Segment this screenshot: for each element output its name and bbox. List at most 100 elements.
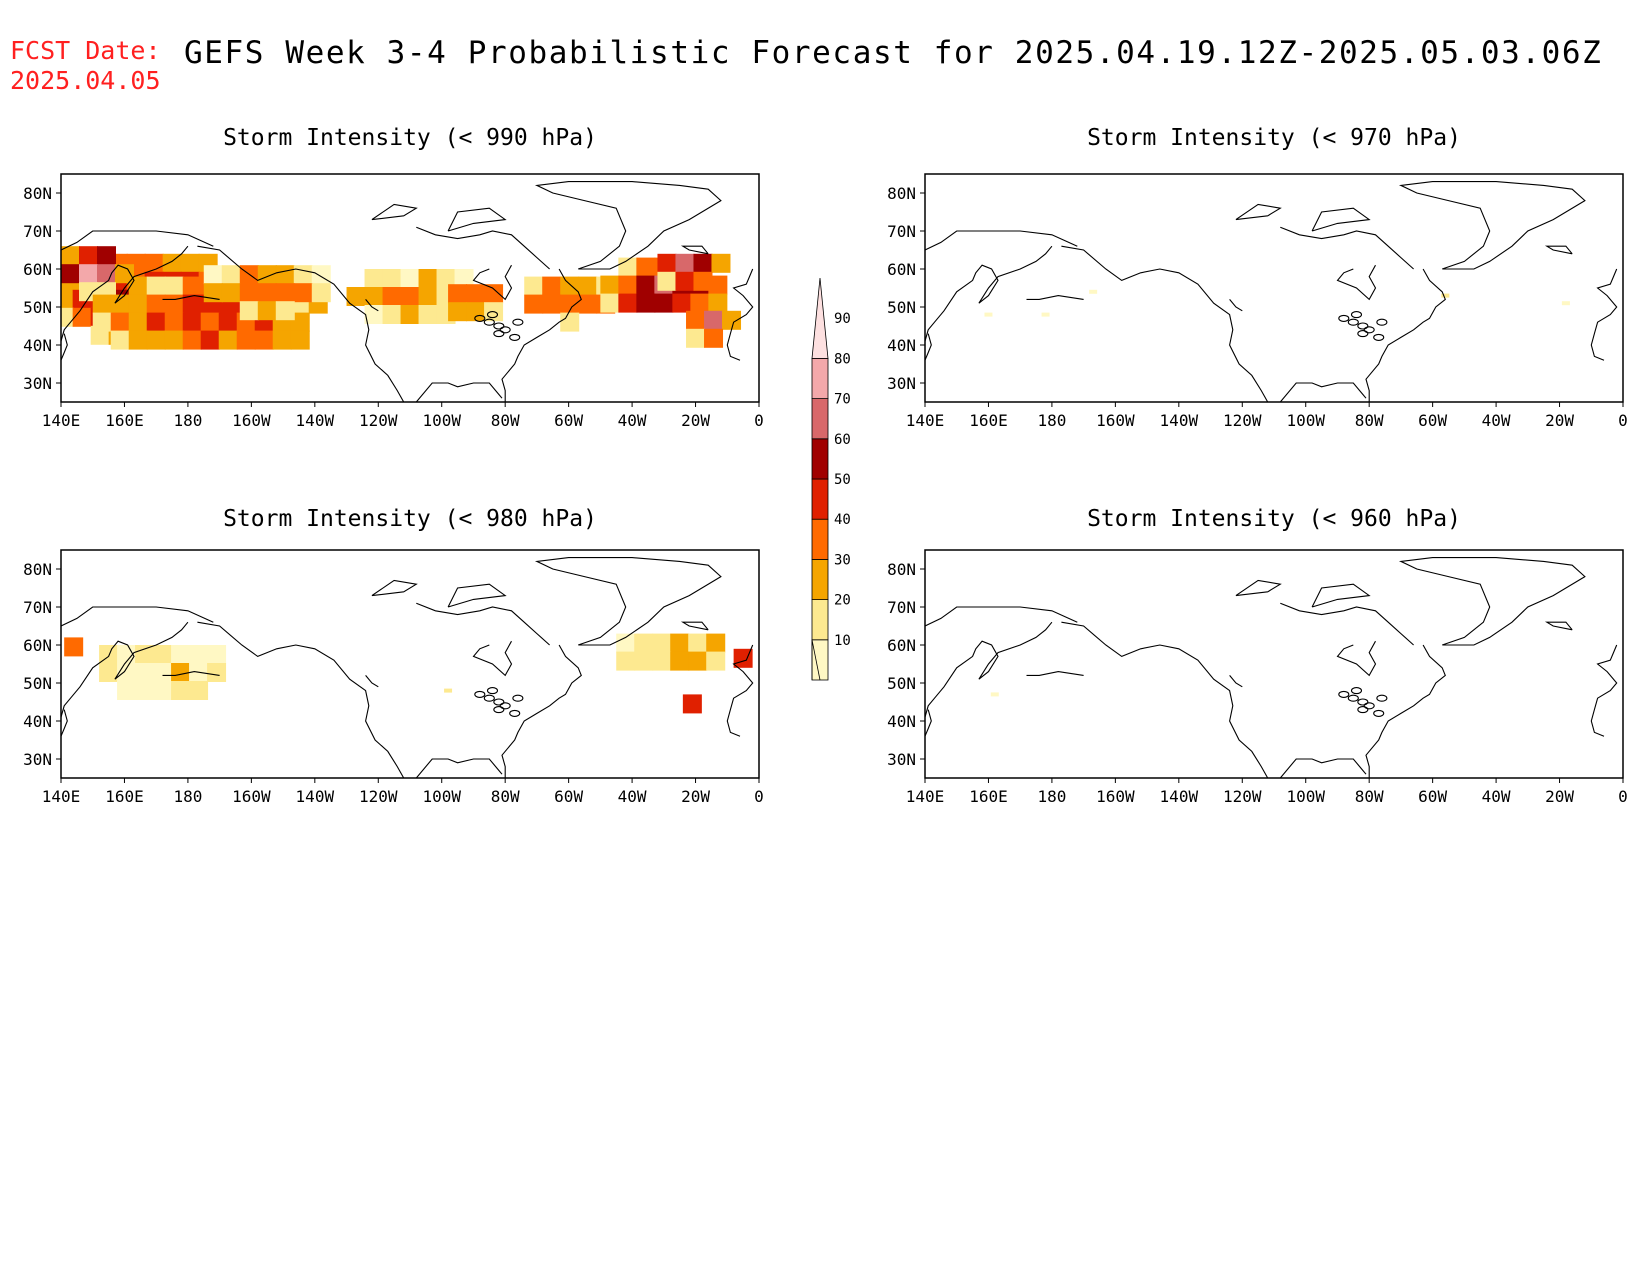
coastline: [197, 621, 405, 778]
probability-cell: [164, 294, 184, 314]
coastline: [162, 671, 220, 676]
coastline: [61, 621, 189, 718]
probability-cell: [164, 330, 184, 350]
colorbar-label: 80: [834, 351, 851, 367]
colorbar-label: 60: [834, 432, 851, 448]
colorbar-label: 30: [834, 552, 851, 568]
lon-label: 60W: [554, 787, 583, 806]
coastline: [501, 644, 582, 778]
probability-cell: [657, 253, 677, 273]
map-frame: [60, 549, 760, 779]
probability-cell: [146, 276, 166, 296]
probability-cell: [153, 663, 173, 682]
probability-cell: [542, 276, 562, 296]
probability-shading: [984, 289, 1570, 317]
probability-cell: [92, 294, 112, 314]
probability-cell: [675, 253, 695, 273]
probability-shading: [990, 692, 999, 697]
probability-cell: [236, 330, 256, 350]
probability-cell: [657, 271, 677, 291]
colorbar-segment: [811, 277, 829, 359]
probability-cell: [444, 688, 453, 693]
probability-cell: [97, 264, 116, 284]
probability-cell: [189, 681, 209, 700]
coastline: [1311, 583, 1371, 608]
probability-cell: [72, 307, 92, 327]
probability-cell: [652, 651, 672, 671]
lake-outline: [486, 687, 499, 695]
probability-cell: [146, 330, 166, 350]
probability-cell: [182, 294, 202, 314]
probability-cell: [560, 294, 580, 314]
lon-label: 180: [1037, 787, 1066, 806]
probability-cell: [61, 264, 80, 284]
lon-label: 80W: [491, 787, 520, 806]
lon-label: 160W: [1096, 411, 1135, 430]
coastline: [680, 621, 709, 631]
probability-cell: [61, 246, 80, 266]
coastline: [925, 230, 1078, 251]
probability-cell: [448, 302, 468, 322]
probability-cell: [436, 269, 456, 288]
coastline: [925, 709, 932, 737]
coastline: [61, 230, 214, 251]
probability-cell: [275, 301, 295, 321]
lake-outline: [499, 326, 511, 334]
probability-cell: [616, 651, 636, 671]
lon-label: 20W: [681, 411, 710, 430]
lat-label: 60N: [23, 636, 52, 655]
probability-cell: [180, 253, 200, 273]
probability-cell: [99, 663, 119, 682]
probability-cell: [257, 301, 277, 321]
coastline: [61, 606, 214, 627]
probability-cell: [682, 694, 702, 714]
lake-outline: [474, 690, 486, 698]
lon-label: 160W: [232, 411, 271, 430]
probability-cell: [182, 312, 202, 332]
probability-cell: [600, 293, 620, 313]
probability-cell: [708, 275, 728, 295]
lon-label: 180: [1037, 411, 1066, 430]
colorbar-segment: [811, 438, 829, 480]
colorbar-segment: [811, 599, 829, 641]
map-frame: [924, 173, 1624, 403]
probability-cell: [688, 651, 708, 671]
probability-cell: [364, 305, 384, 324]
probability-cell: [706, 651, 726, 671]
lake-outline: [512, 318, 524, 326]
lake-outline: [1376, 694, 1388, 702]
probability-cell: [97, 246, 116, 266]
coastline: [472, 640, 513, 677]
probability-cell: [675, 271, 695, 291]
probability-cell: [153, 645, 173, 664]
lon-label: 180: [173, 787, 202, 806]
coastline: [1279, 758, 1367, 778]
probability-cell: [418, 287, 438, 306]
lat-label: 30N: [23, 750, 52, 769]
probability-cell: [704, 310, 724, 330]
probability-cell: [182, 330, 202, 350]
lon-label: 160W: [1096, 787, 1135, 806]
probability-cell: [466, 284, 486, 304]
probability-cell: [239, 301, 259, 321]
probability-cell: [382, 269, 402, 288]
probability-cell: [400, 287, 420, 306]
lat-label: 70N: [23, 598, 52, 617]
probability-cell: [400, 305, 420, 324]
coastline: [1336, 264, 1377, 301]
fcst-date-value: 2025.04.05: [10, 66, 161, 95]
probability-cell: [670, 651, 690, 671]
lake-outline: [1350, 311, 1363, 319]
probability-cell: [1041, 312, 1050, 317]
colorbar: 10 20 30 40 50 60 70 80 90: [811, 277, 851, 681]
colorbar-segment: [811, 639, 829, 681]
probability-cell: [448, 284, 468, 304]
probability-cell: [636, 293, 656, 313]
map-frame: [924, 549, 1624, 779]
lon-label: 120W: [1223, 411, 1262, 430]
probability-cell: [135, 681, 155, 700]
lake-outline: [474, 314, 486, 322]
coastline: [415, 382, 503, 402]
lon-label: 40W: [618, 787, 647, 806]
